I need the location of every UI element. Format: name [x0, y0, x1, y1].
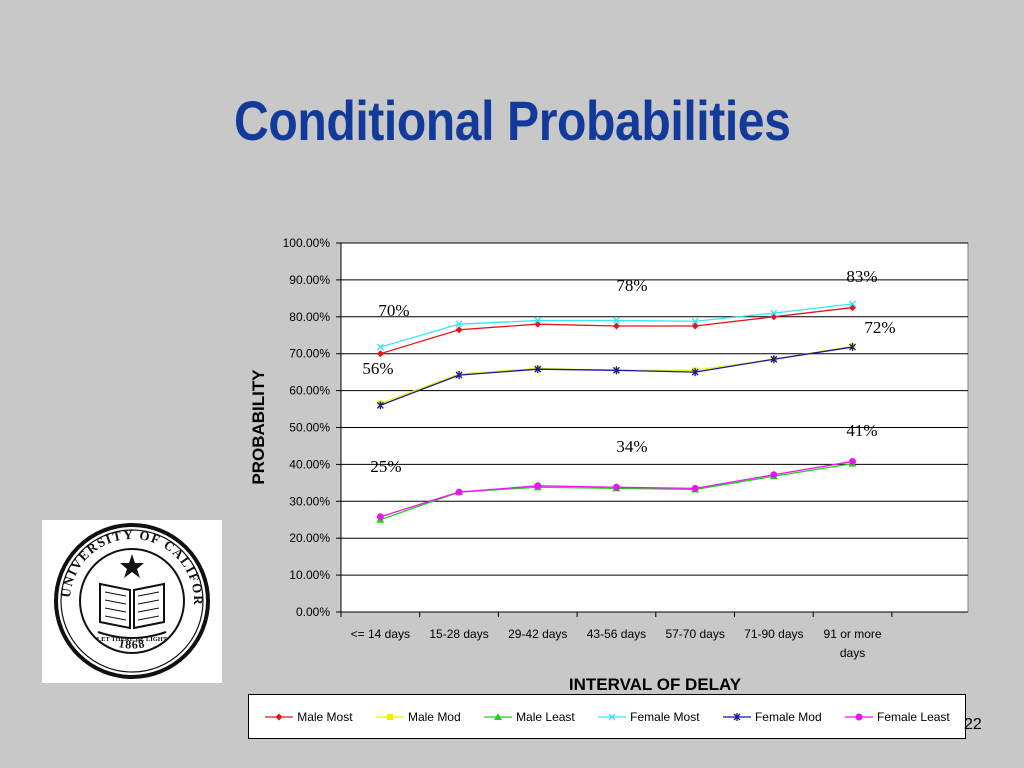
data-point-female-mod [849, 343, 857, 352]
data-annotation: 41% [846, 421, 877, 440]
legend-swatch [484, 712, 513, 720]
data-annotation: 70% [378, 301, 409, 320]
data-point-male-most [376, 350, 384, 358]
y-axis-title: PROBABILITY [249, 369, 268, 485]
university-seal: THE UNIVERSITY OF CALIFORNIA 1868 LET TH… [42, 520, 222, 683]
legend-item-male-mod: Male Mod [375, 710, 461, 724]
data-point-female-least [376, 513, 384, 521]
x-tick-label: 71-90 days [744, 627, 803, 641]
seal-motto: LET THERE BE LIGHT [97, 636, 168, 643]
x-tick-label: 57-70 days [665, 627, 724, 641]
legend-swatch [265, 713, 294, 720]
y-tick-label: 70.00% [289, 347, 330, 361]
data-annotation: 56% [362, 359, 393, 378]
legend-label: Male Mod [407, 709, 461, 724]
svg-text:1868: 1868 [118, 636, 147, 652]
y-tick-label: 0.00% [296, 605, 330, 619]
y-tick-label: 10.00% [289, 568, 330, 582]
legend-swatch [598, 713, 627, 720]
seal-year: 1868 [118, 636, 146, 652]
y-tick-label: 40.00% [289, 457, 330, 471]
data-point-female-mod [455, 371, 463, 380]
legend-label: Female Most [630, 709, 700, 724]
data-point-female-least [849, 457, 857, 465]
data-point-female-least [455, 488, 463, 496]
legend-label: Female Least [877, 709, 950, 724]
slide-title: Conditional Probabilities [234, 89, 791, 152]
data-point-male-most [612, 322, 620, 330]
y-tick-label: 30.00% [289, 494, 330, 508]
x-tick-label: days [840, 646, 865, 660]
legend-label: Male Most [297, 709, 353, 724]
x-tick-label: 91 or more [824, 627, 882, 641]
series-female-least [376, 457, 857, 521]
y-tick-label: 60.00% [289, 384, 330, 398]
legend-swatch [722, 712, 751, 721]
data-point-female-mod [534, 365, 542, 374]
legend-item-female-least: Female Least [844, 710, 950, 724]
data-point-female-mod [376, 401, 384, 410]
y-tick-label: 80.00% [289, 310, 330, 324]
y-tick-label: 90.00% [289, 273, 330, 287]
legend-label: Male Least [516, 709, 575, 724]
series-male-most [376, 304, 857, 358]
y-tick-label: 100.00% [283, 236, 331, 250]
data-point-female-least [691, 484, 699, 492]
legend-label: Female Mod [754, 709, 822, 724]
data-annotation: 25% [370, 457, 401, 476]
x-tick-label: 43-56 days [587, 627, 646, 641]
x-tick-label: 29-42 days [508, 627, 567, 641]
data-annotation: 34% [616, 437, 647, 456]
series-female-mod [376, 343, 857, 410]
slide-number: 22 [964, 716, 982, 733]
data-point-female-mod [770, 355, 778, 364]
legend-swatch [845, 713, 874, 720]
series-female-most [376, 300, 857, 351]
data-point-female-mod [612, 366, 620, 375]
data-point-female-least [770, 471, 778, 479]
x-tick-label: <= 14 days [351, 627, 410, 641]
y-tick-label: 50.00% [289, 421, 330, 435]
data-annotation: 72% [864, 318, 895, 337]
data-point-female-most [691, 317, 699, 325]
data-point-female-most [534, 317, 542, 324]
data-point-female-most [612, 317, 620, 324]
data-point-female-most [770, 309, 778, 317]
data-point-female-mod [691, 368, 699, 377]
data-annotation: 78% [616, 276, 647, 295]
data-point-female-least [612, 483, 620, 491]
data-point-female-most [376, 343, 384, 351]
legend-item-male-most: Male Most [264, 709, 353, 724]
chart-legend: Male Most Male Mod Male Least Female Most Fe… [248, 694, 966, 739]
legend-item-male-least: Male Least [483, 710, 575, 724]
legend-item-female-most: Female Most [597, 709, 700, 724]
data-point-female-most [849, 300, 857, 308]
data-point-male-most [455, 326, 463, 334]
data-point-male-most [691, 322, 699, 330]
data-annotation: 83% [846, 267, 877, 286]
data-point-female-most [455, 320, 463, 328]
data-point-female-least [534, 482, 542, 490]
x-tick-label: 15-28 days [429, 627, 488, 641]
y-tick-label: 20.00% [289, 531, 330, 545]
seal-emblem: THE UNIVERSITY OF CALIFORNIA 1868 LET TH… [42, 520, 210, 679]
legend-swatch [375, 713, 404, 720]
legend-item-female-mod: Female Mod [722, 710, 822, 724]
x-axis-title: INTERVAL OF DELAY [569, 675, 742, 694]
